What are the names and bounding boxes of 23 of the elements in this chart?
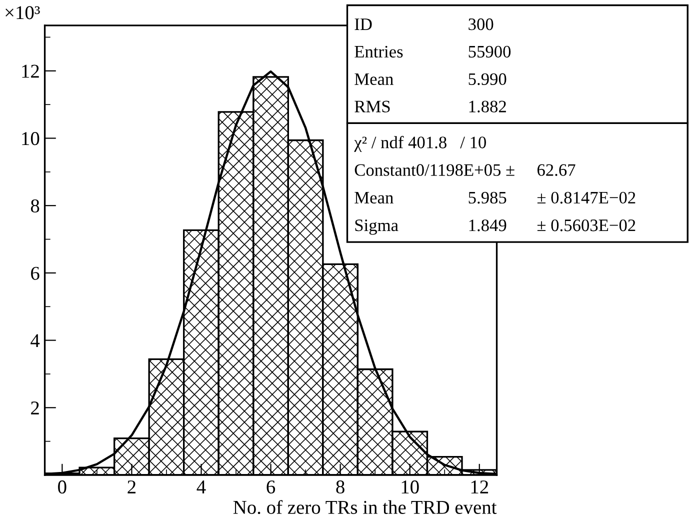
x-tick-label: 4 [196, 480, 206, 494]
x-tick-label: 6 [266, 480, 276, 494]
text: Entries 55900 [354, 46, 511, 58]
text: Constant0/1198E+05 ± 62.67 [354, 164, 576, 176]
x-tick-label: 10 [402, 480, 419, 494]
x-axis-title: No. of zero TRs in the TRD event [233, 500, 497, 514]
text: Sigma 1.849 ± 0.5603E−02 [355, 220, 636, 235]
text: ID 300 [354, 18, 494, 30]
x-tick-label: 2 [128, 480, 136, 494]
x-tick-label: 8 [336, 480, 344, 494]
y-tick-label: 4 [30, 334, 40, 348]
x-tick-label: 12 [471, 480, 488, 494]
y-tick-label: 8 [30, 199, 40, 213]
annotation: χ² / ndf 401.8 / 10 [354, 136, 486, 152]
text: Mean 5.985 ± 0.8147E−02 [354, 192, 636, 204]
text: Mean 5.990 [354, 73, 506, 86]
y-tick-label: 10 [22, 132, 40, 146]
y-tick-label: 12 [22, 64, 39, 78]
text: RMS 1.882 [354, 100, 506, 112]
x-tick-label: 0 [58, 480, 66, 494]
y-axis-title: ×10³ [6, 6, 40, 20]
y-tick-label: 6 [31, 266, 40, 280]
y-tick-label: 2 [31, 402, 39, 414]
